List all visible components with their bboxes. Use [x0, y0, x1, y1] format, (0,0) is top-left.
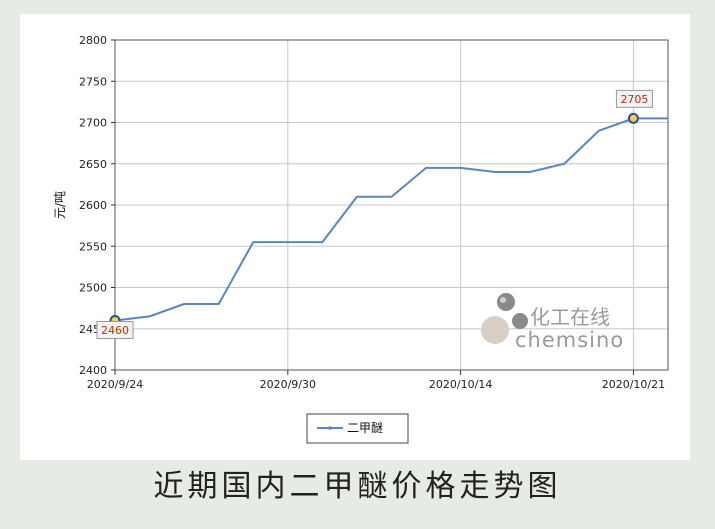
chart-panel: 化工在线 chemsino 2400 2450 2500 2550 2600 2650 27…	[20, 14, 690, 460]
data-point	[218, 303, 220, 305]
x-tick-label: 2020/10/14	[429, 378, 492, 391]
y-tick-label: 2400	[79, 364, 107, 377]
y-tick-label: 2650	[79, 158, 107, 171]
watermark-logo-shine	[500, 297, 506, 303]
y-tick-label: 2550	[79, 240, 107, 253]
data-point	[563, 163, 565, 165]
watermark-en-text: chemsino	[515, 328, 624, 352]
data-point	[391, 196, 392, 198]
series-line	[114, 117, 668, 322]
data-point	[529, 171, 531, 173]
y-tick-label: 2500	[79, 282, 107, 295]
y-axis-label: 元/吨	[53, 191, 67, 219]
x-tick-label: 2020/9/24	[87, 378, 143, 391]
data-point	[356, 196, 358, 198]
watermark-logo-large-ball	[481, 316, 509, 344]
series-layer	[114, 117, 669, 322]
data-point	[460, 167, 462, 169]
chart-caption: 近期国内二甲醚价格走势图	[153, 469, 562, 504]
price-line-chart: 化工在线 chemsino 24002450250025502600265027…	[53, 34, 669, 444]
data-point	[598, 130, 600, 132]
data-point	[183, 303, 185, 305]
data-label: 2460	[96, 315, 134, 339]
data-point	[494, 171, 496, 173]
data-label: 2705	[615, 89, 653, 124]
data-labels: 2460 2705	[96, 89, 653, 339]
watermark-logo-ball	[512, 313, 528, 329]
highlight-marker[interactable]	[627, 112, 639, 124]
legend-swatch-marker	[328, 426, 332, 430]
data-point	[667, 117, 669, 119]
legend-label: 二甲醚	[347, 421, 383, 435]
data-point	[425, 167, 427, 169]
y-tick-label: 2700	[79, 117, 107, 130]
x-tick-label: 2020/10/21	[602, 378, 665, 391]
watermark-cn-text: 化工在线	[530, 305, 610, 329]
data-label-text: 2460	[101, 324, 129, 337]
y-tick-label: 2800	[79, 34, 107, 47]
data-point	[149, 315, 151, 317]
y-tick-label: 2750	[79, 75, 107, 88]
y-tick-label: 2600	[79, 199, 107, 212]
data-point	[252, 241, 254, 243]
x-tick-label: 2020/9/30	[260, 378, 316, 391]
legend[interactable]: 二甲醚	[306, 413, 409, 444]
data-label-text: 2705	[620, 93, 648, 106]
x-axis-ticks: 2020/9/24 2020/9/30 2020/10/14 2020/10/21	[87, 370, 665, 391]
watermark-logo-ball	[497, 293, 515, 311]
data-label-box	[615, 89, 653, 108]
chemsino-watermark: 化工在线 chemsino	[481, 293, 624, 352]
data-label-box	[96, 321, 134, 339]
data-point	[287, 241, 289, 243]
data-point	[321, 241, 323, 243]
